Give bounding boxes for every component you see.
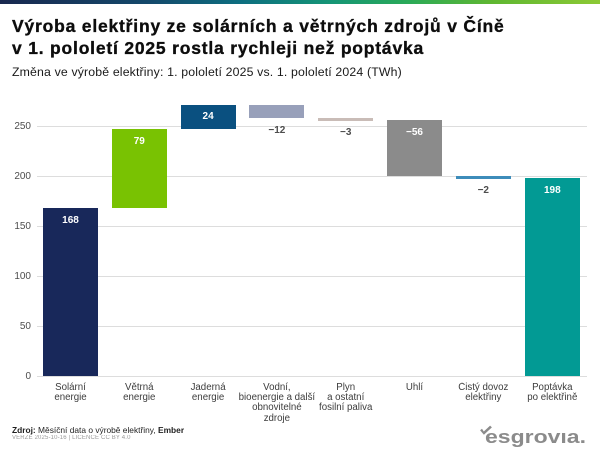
svg-text:esgrovıa.: esgrovıa. xyxy=(485,427,586,447)
